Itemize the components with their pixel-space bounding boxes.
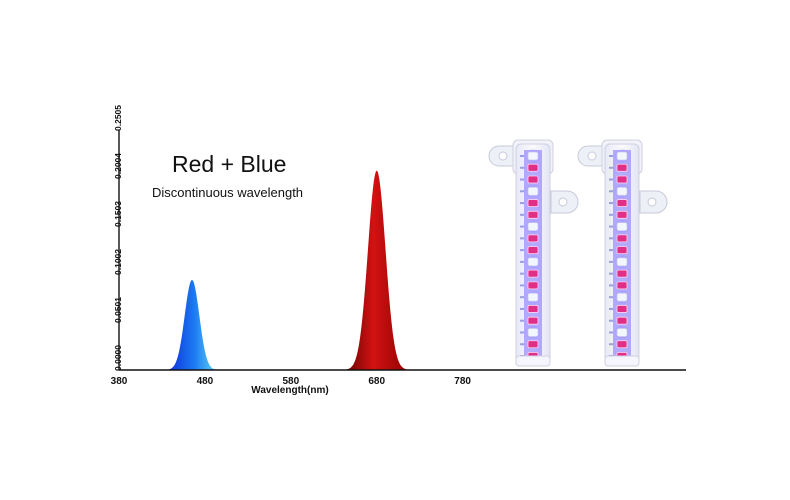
pink-led <box>616 210 628 219</box>
led-strip <box>577 139 668 367</box>
white-led <box>616 328 628 337</box>
y-tick-label: 0.0000 <box>113 345 123 371</box>
resistor <box>609 272 613 275</box>
resistor <box>609 284 613 287</box>
resistor <box>520 284 524 287</box>
resistor <box>609 190 613 193</box>
resistor <box>609 213 613 216</box>
y-tick-label: 0.1503 <box>113 201 123 227</box>
resistor <box>520 155 524 157</box>
white-led <box>616 151 628 161</box>
led-strip <box>488 139 579 367</box>
resistor <box>609 331 613 334</box>
resistor <box>520 272 524 275</box>
x-tick-label: 780 <box>454 376 471 387</box>
red-peak <box>341 170 412 370</box>
resistor <box>520 331 524 334</box>
pink-led <box>616 281 628 290</box>
clip-hole <box>647 197 657 207</box>
resistor <box>520 225 524 228</box>
white-led <box>616 222 628 231</box>
y-tick-label: 0.2004 <box>113 153 123 179</box>
white-led <box>527 292 539 302</box>
white-led <box>616 186 628 196</box>
pink-led <box>527 163 539 172</box>
x-tick-label: 480 <box>197 376 214 387</box>
pink-led <box>527 210 539 219</box>
white-led <box>616 257 628 267</box>
resistor <box>609 155 613 157</box>
pink-led <box>616 163 628 172</box>
resistor <box>609 307 613 310</box>
led-strip-photo <box>488 139 668 367</box>
x-axis-label: Wavelength(nm) <box>251 385 328 396</box>
pink-led <box>616 234 628 243</box>
pink-led <box>616 269 628 278</box>
resistor <box>609 296 613 299</box>
plot-area <box>162 170 412 370</box>
resistor <box>609 319 613 322</box>
end-cap <box>515 355 551 367</box>
pink-led <box>527 316 539 325</box>
resistor <box>520 190 524 193</box>
pink-led <box>616 316 628 325</box>
chart-title: Red + Blue <box>172 151 287 177</box>
resistor <box>520 202 524 205</box>
resistor <box>609 343 613 346</box>
chart-subtitle: Discontinuous wavelength <box>152 185 304 200</box>
white-led <box>527 257 539 267</box>
resistor <box>609 260 613 263</box>
x-tick-label: 380 <box>111 376 128 387</box>
pink-led <box>527 269 539 278</box>
resistor <box>520 307 524 310</box>
clip-hole <box>558 197 568 207</box>
y-tick-label: 0.2505 <box>113 105 123 131</box>
pink-led <box>527 305 539 313</box>
y-tick-labels: 0.0000 0.0501 0.1002 0.1503 0.2004 0.2505 <box>113 105 123 371</box>
resistor <box>609 225 613 228</box>
pink-led <box>527 199 539 207</box>
resistor <box>520 319 524 322</box>
pink-led <box>527 175 539 184</box>
x-tick-labels: 380 480 580 680 780 <box>111 376 472 387</box>
pink-led <box>527 340 539 349</box>
pink-led <box>527 234 539 243</box>
pink-led <box>527 281 539 290</box>
white-led <box>616 292 628 302</box>
pink-led <box>616 199 628 207</box>
resistor <box>609 166 613 169</box>
blue-peak <box>162 279 222 370</box>
resistor <box>609 237 613 240</box>
clip-hole <box>498 151 508 161</box>
end-cap <box>604 355 640 367</box>
resistor <box>520 260 524 263</box>
x-tick-label: 680 <box>368 376 385 387</box>
resistor <box>609 202 613 205</box>
resistor <box>609 178 613 181</box>
resistor <box>520 178 524 181</box>
white-led <box>527 222 539 231</box>
resistor <box>520 237 524 240</box>
pink-led <box>616 175 628 184</box>
pink-led <box>616 340 628 349</box>
resistor <box>609 249 613 252</box>
resistor <box>520 343 524 346</box>
y-tick-label: 0.1002 <box>113 249 123 275</box>
resistor <box>520 249 524 252</box>
y-tick-label: 0.0501 <box>113 297 123 323</box>
resistor <box>520 166 524 169</box>
pink-led <box>527 246 539 255</box>
pink-led <box>616 246 628 255</box>
resistor <box>520 296 524 299</box>
white-led <box>527 151 539 161</box>
axes <box>118 130 686 371</box>
pink-led <box>616 305 628 313</box>
white-led <box>527 186 539 196</box>
clip-hole <box>587 151 597 161</box>
white-led <box>527 328 539 337</box>
resistor <box>520 213 524 216</box>
x-tick-label: 580 <box>282 376 299 387</box>
